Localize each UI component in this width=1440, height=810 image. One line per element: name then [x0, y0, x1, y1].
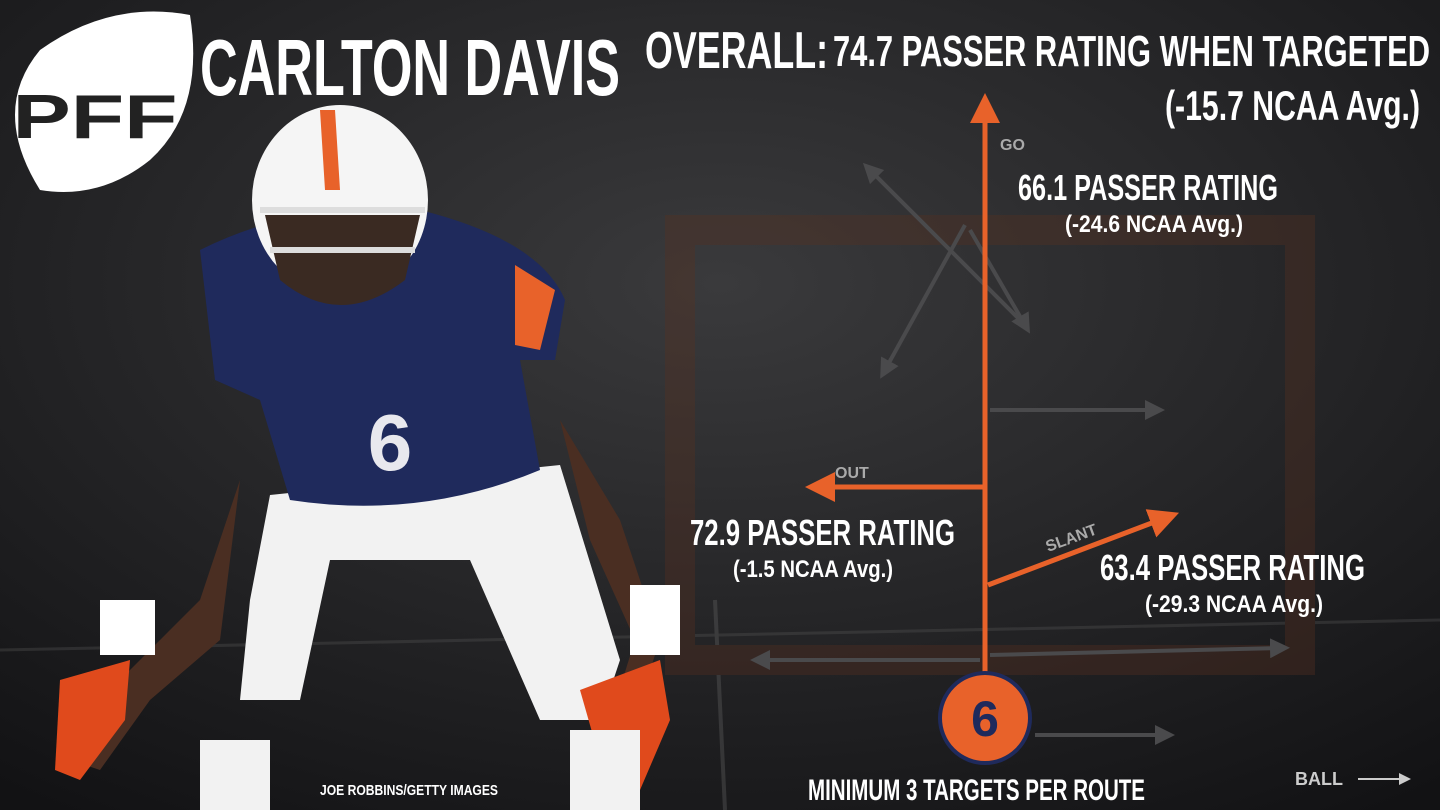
jersey-number: 6	[971, 691, 999, 747]
route-name: OUT	[835, 465, 869, 482]
photo-credit: JOE ROBBINS/GETTY IMAGES	[320, 782, 498, 799]
route-name: GO	[1000, 137, 1025, 154]
route-rating: 63.4 PASSER RATING	[1100, 547, 1365, 588]
logo-text: PFF	[13, 83, 178, 152]
overall-label: OVERALL:	[645, 22, 828, 80]
player-name: CARLTON DAVIS	[200, 23, 620, 112]
route-rating: 72.9 PASSER RATING	[690, 512, 955, 553]
footnote: MINIMUM 3 TARGETS PER ROUTE	[808, 774, 1145, 807]
ball-label: BALL	[1295, 769, 1343, 789]
slant-route	[987, 509, 1180, 588]
route-comparison: (-24.6 NCAA Avg.)	[1065, 211, 1243, 238]
overall-comparison: (-15.7 NCAA Avg.)	[1165, 82, 1420, 129]
field-lines	[0, 215, 1440, 810]
player-illustration: 6	[55, 105, 680, 810]
jersey-print: 6	[368, 398, 413, 487]
pff-logo: PFF	[13, 11, 194, 193]
player-marker	[938, 671, 1032, 765]
ghost-routes	[750, 162, 1290, 745]
overall-text: 74.7 PASSER RATING WHEN TARGETED	[833, 27, 1430, 76]
route-rating: 66.1 PASSER RATING	[1018, 167, 1278, 208]
route-comparison: (-1.5 NCAA Avg.)	[733, 556, 893, 583]
route-comparison: (-29.3 NCAA Avg.)	[1145, 591, 1323, 618]
